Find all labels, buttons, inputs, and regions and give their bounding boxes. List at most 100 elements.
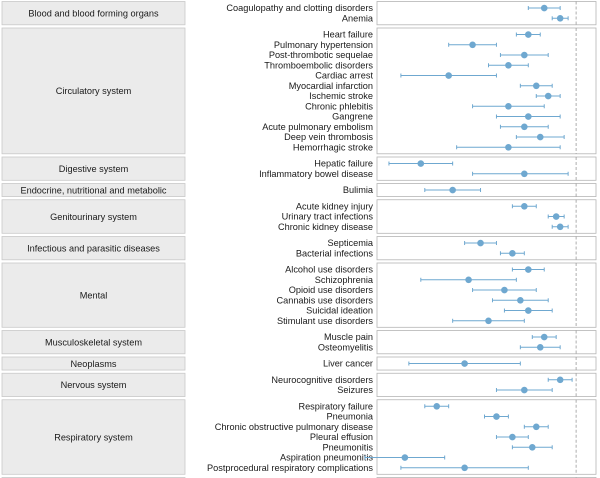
outcome-label: Anemia — [342, 13, 374, 23]
estimate-point — [521, 386, 528, 394]
estimate-point — [465, 276, 472, 284]
estimate-point — [540, 4, 548, 12]
category-panel — [1, 399, 186, 475]
outcome-label: Bulimia — [343, 185, 374, 195]
outcome-label: Post-thrombotic sequelae — [269, 50, 373, 60]
outcome-label: Acute pulmonary embolism — [262, 122, 373, 132]
outcome-label: Thromboembolic disorders — [264, 60, 373, 70]
outcome-label: Stimulant use disorders — [277, 316, 373, 326]
estimate-point — [505, 61, 512, 69]
outcome-label: Inflammatory bowel disease — [259, 169, 373, 179]
estimate-point — [401, 454, 409, 461]
plot-panel — [376, 27, 597, 155]
estimate-point — [417, 160, 425, 167]
estimate-point — [461, 360, 468, 367]
estimate-point — [525, 307, 532, 314]
outcome-label: Gangrene — [332, 112, 373, 122]
category-label: Genitourinary system — [50, 212, 137, 222]
category-panel — [1, 372, 186, 397]
outcome-label: Schizophrenia — [315, 275, 374, 285]
category-panel — [1, 1, 186, 26]
outcome-label: Hepatic failure — [314, 159, 373, 169]
category-label: Respiratory system — [54, 432, 133, 442]
estimate-point — [521, 202, 528, 210]
outcome-label: Septicemia — [328, 238, 374, 248]
outcome-label: Pulmonary hypertension — [274, 40, 373, 50]
outcome-label: Urinary tract infections — [282, 212, 374, 222]
estimate-point — [521, 170, 528, 178]
outcome-label: Seizures — [337, 385, 373, 395]
estimate-point — [528, 443, 536, 451]
estimate-point — [556, 14, 564, 22]
estimate-point — [552, 213, 560, 220]
category-label: Endocrine, nutritional and metabolic — [20, 185, 166, 195]
estimate-point — [517, 296, 524, 304]
estimate-point — [521, 51, 528, 59]
category-label: Neoplasms — [71, 359, 117, 369]
outcome-label: Suicidal ideation — [306, 306, 373, 316]
category-panel — [1, 262, 186, 328]
estimate-point — [505, 143, 512, 151]
outcome-label: Osteomyelitis — [318, 342, 374, 352]
outcome-label: Pneumonitis — [322, 442, 373, 452]
category-panel — [1, 236, 186, 261]
outcome-label: Aspiration pneumonitis — [280, 453, 373, 463]
category-panel — [1, 330, 186, 355]
plot-panel — [376, 156, 597, 181]
outcome-label: Cardiac arrest — [315, 71, 373, 81]
category-label: Infectious and parasitic diseases — [27, 243, 160, 253]
plot-panel — [376, 399, 597, 475]
estimate-point — [433, 402, 441, 410]
outcome-label: Chronic kidney disease — [278, 222, 373, 232]
category-label: Blood and blood forming organs — [28, 8, 159, 18]
plot-panel — [376, 1, 597, 26]
plot-panel — [376, 236, 597, 261]
category-panel — [1, 27, 186, 155]
estimate-point — [449, 186, 456, 194]
estimate-point — [521, 123, 528, 131]
category-label: Digestive system — [59, 164, 129, 174]
plot-panel — [376, 372, 597, 397]
plot-panel — [376, 262, 597, 328]
category-label: Mental — [80, 290, 108, 300]
outcome-label: Alcohol use disorders — [285, 265, 373, 275]
outcome-label: Deep vein thrombosis — [284, 132, 373, 142]
estimate-point — [532, 82, 540, 90]
estimate-point — [525, 266, 532, 273]
outcome-label: Acute kidney injury — [296, 201, 374, 211]
estimate-point — [445, 72, 452, 79]
outcome-label: Pleural effusion — [310, 432, 373, 442]
plot-panel — [376, 183, 597, 197]
category-panel — [1, 356, 186, 371]
category-panel — [1, 183, 186, 197]
category-label: Nervous system — [61, 380, 127, 390]
estimate-point — [493, 413, 500, 420]
estimate-point — [477, 239, 484, 247]
estimate-point — [536, 343, 544, 351]
outcome-label: Respiratory failure — [298, 401, 373, 411]
outcome-label: Ischemic stroke — [309, 91, 373, 101]
outcome-label: Cannabis use disorders — [276, 295, 373, 305]
estimate-point — [505, 102, 512, 110]
estimate-point — [536, 133, 544, 141]
outcome-label: Myocardial infarction — [289, 81, 373, 91]
estimate-point — [469, 41, 476, 49]
estimate-point — [525, 31, 532, 38]
outcome-label: Heart failure — [323, 30, 373, 40]
outcome-label: Opioid use disorders — [289, 285, 374, 295]
outcome-label: Hemorrhagic stroke — [293, 142, 373, 152]
estimate-point — [556, 376, 564, 384]
outcome-label: Liver cancer — [323, 359, 373, 369]
outcome-label: Coagulopathy and clotting disorders — [226, 3, 373, 13]
outcome-label: Postprocedural respiratory complications — [207, 463, 373, 473]
estimate-point — [509, 249, 516, 257]
outcome-label: Pneumonia — [327, 412, 374, 422]
category-label: Musculoskeletal system — [45, 337, 142, 347]
outcome-label: Chronic obstructive pulmonary disease — [215, 422, 373, 432]
category-label: Circulatory system — [56, 86, 132, 96]
estimate-point — [532, 423, 540, 431]
estimate-point — [501, 286, 508, 294]
estimate-point — [525, 113, 532, 120]
estimate-point — [461, 464, 468, 472]
